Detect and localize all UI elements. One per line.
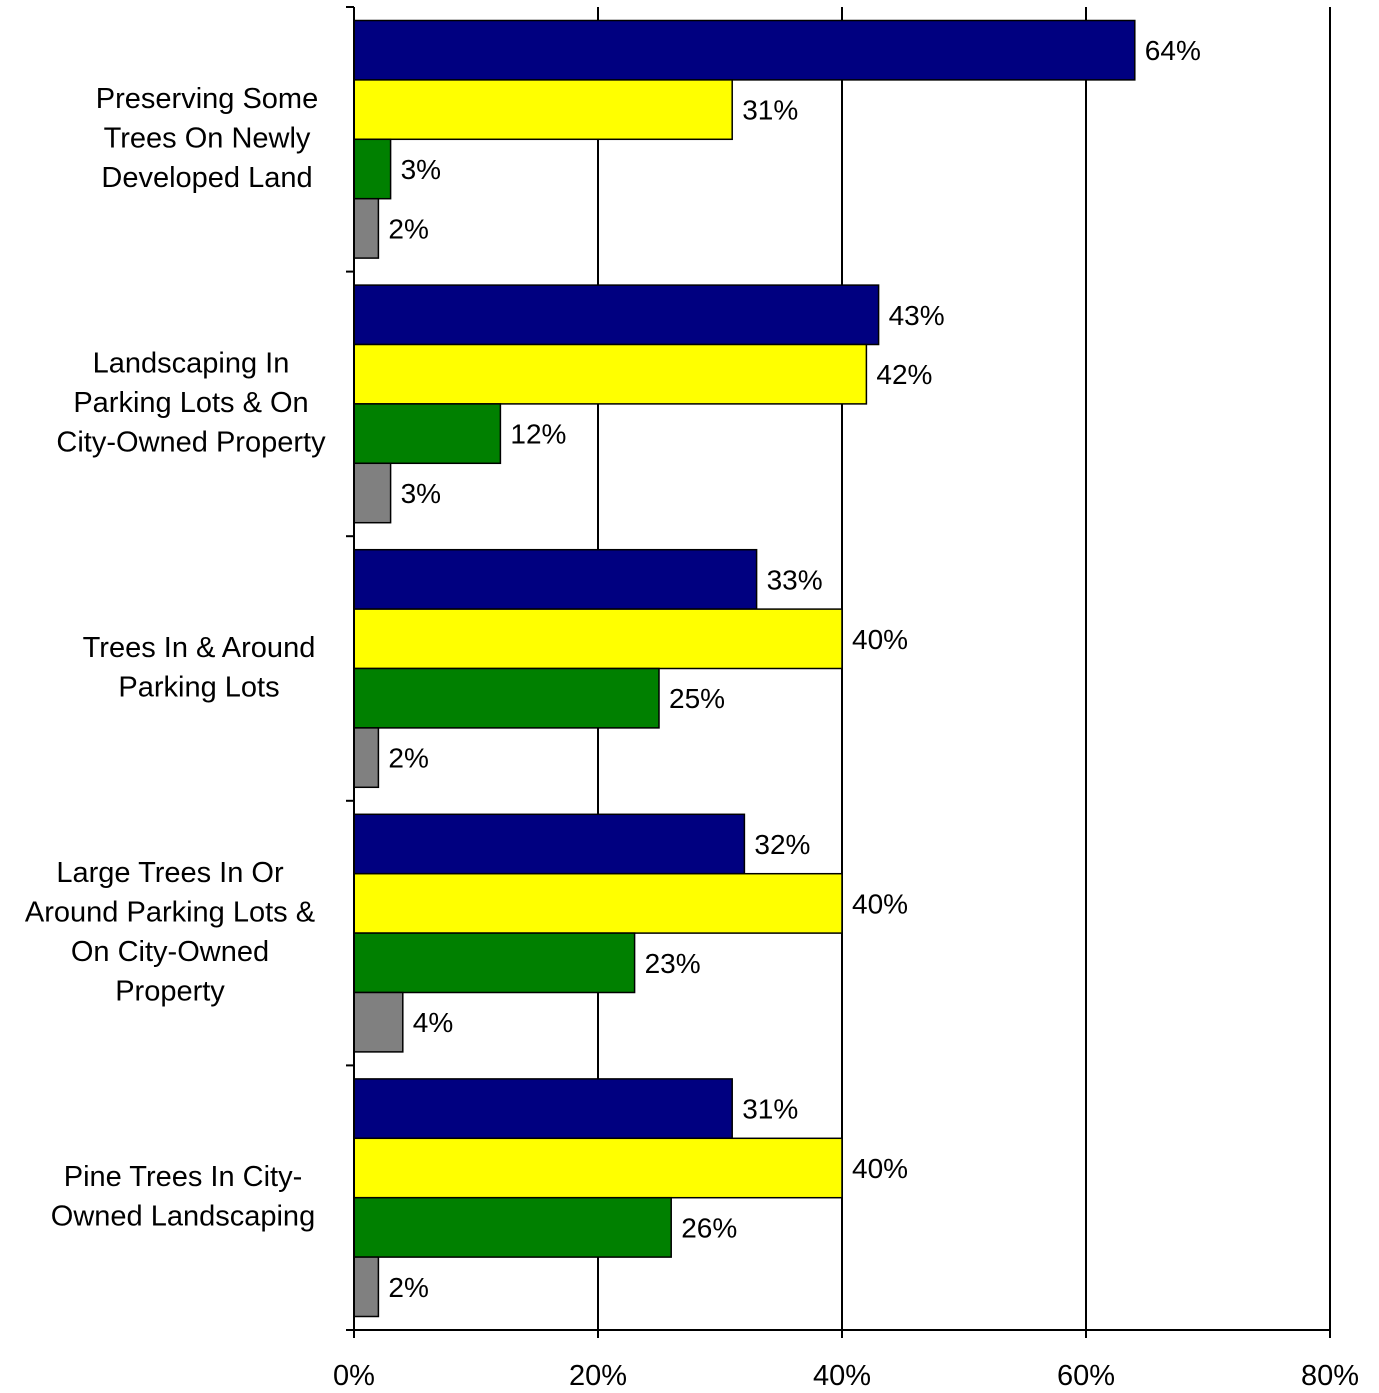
x-tick-label: 20% (569, 1360, 627, 1392)
bar (353, 667, 660, 729)
x-tick-labels: 0% 20% 40% 60% 80% (333, 1360, 1359, 1392)
bar (353, 284, 880, 346)
category-label: Trees In & Around (83, 632, 316, 664)
data-label: 12% (510, 419, 566, 450)
category-label: Pine Trees In City- (64, 1161, 303, 1193)
bar (353, 403, 502, 465)
data-label: 40% (852, 624, 908, 655)
bar (353, 138, 392, 200)
data-label: 2% (388, 743, 428, 774)
x-tick-label: 60% (1057, 1360, 1115, 1392)
category-label: Property (115, 975, 225, 1007)
bar (353, 1078, 733, 1140)
data-label: 2% (388, 1272, 428, 1303)
category-label: Parking Lots (118, 671, 279, 703)
data-label: 33% (767, 564, 823, 595)
category-label: Owned Landscaping (51, 1200, 315, 1232)
category-label: Around Parking Lots & (25, 896, 315, 928)
axes (346, 6, 1331, 1338)
category-label: Preserving Some (96, 83, 318, 115)
data-label: 3% (401, 478, 441, 509)
data-label: 42% (876, 359, 932, 390)
data-label: 2% (388, 213, 428, 244)
bar (353, 548, 758, 610)
x-tick-label: 0% (333, 1360, 375, 1392)
data-label: 31% (742, 95, 798, 126)
category-label: Trees On Newly (104, 122, 311, 154)
data-label: 40% (852, 1153, 908, 1184)
category-label: Parking Lots & On (73, 387, 308, 419)
bar (353, 872, 843, 934)
category-labels: Preserving Some Trees On Newly Developed L… (25, 83, 326, 1233)
bar (353, 197, 380, 259)
data-labels: 64% 31% 3% 2% 43% 42% 12% 3% 33% 40% 25% 2% 32% 40% 23… (388, 35, 1200, 1303)
data-label: 64% (1145, 35, 1201, 66)
bar (353, 1137, 843, 1199)
data-label: 32% (754, 829, 810, 860)
x-tick-label: 80% (1301, 1360, 1359, 1392)
bar (353, 991, 404, 1053)
category-label: Large Trees In Or (56, 857, 284, 889)
bar (353, 1256, 380, 1318)
data-label: 26% (681, 1212, 737, 1243)
bar (353, 932, 636, 994)
category-label: Landscaping In (93, 347, 290, 379)
data-label: 3% (401, 154, 441, 185)
data-label: 25% (669, 683, 725, 714)
bar (353, 79, 733, 141)
bar (353, 813, 746, 875)
bar (353, 19, 1136, 81)
bar (353, 1196, 672, 1258)
x-tick-label: 40% (813, 1360, 871, 1392)
data-label: 23% (645, 948, 701, 979)
data-label: 4% (413, 1007, 453, 1038)
category-label: City-Owned Property (56, 426, 326, 458)
category-label: Developed Land (101, 162, 312, 194)
category-label: On City-Owned (71, 936, 269, 968)
data-label: 31% (742, 1094, 798, 1125)
bar (353, 727, 380, 789)
bar (353, 608, 843, 670)
bar (353, 462, 392, 524)
bar (353, 343, 868, 405)
bars (353, 19, 1136, 1318)
data-label: 40% (852, 888, 908, 919)
data-label: 43% (889, 300, 945, 331)
